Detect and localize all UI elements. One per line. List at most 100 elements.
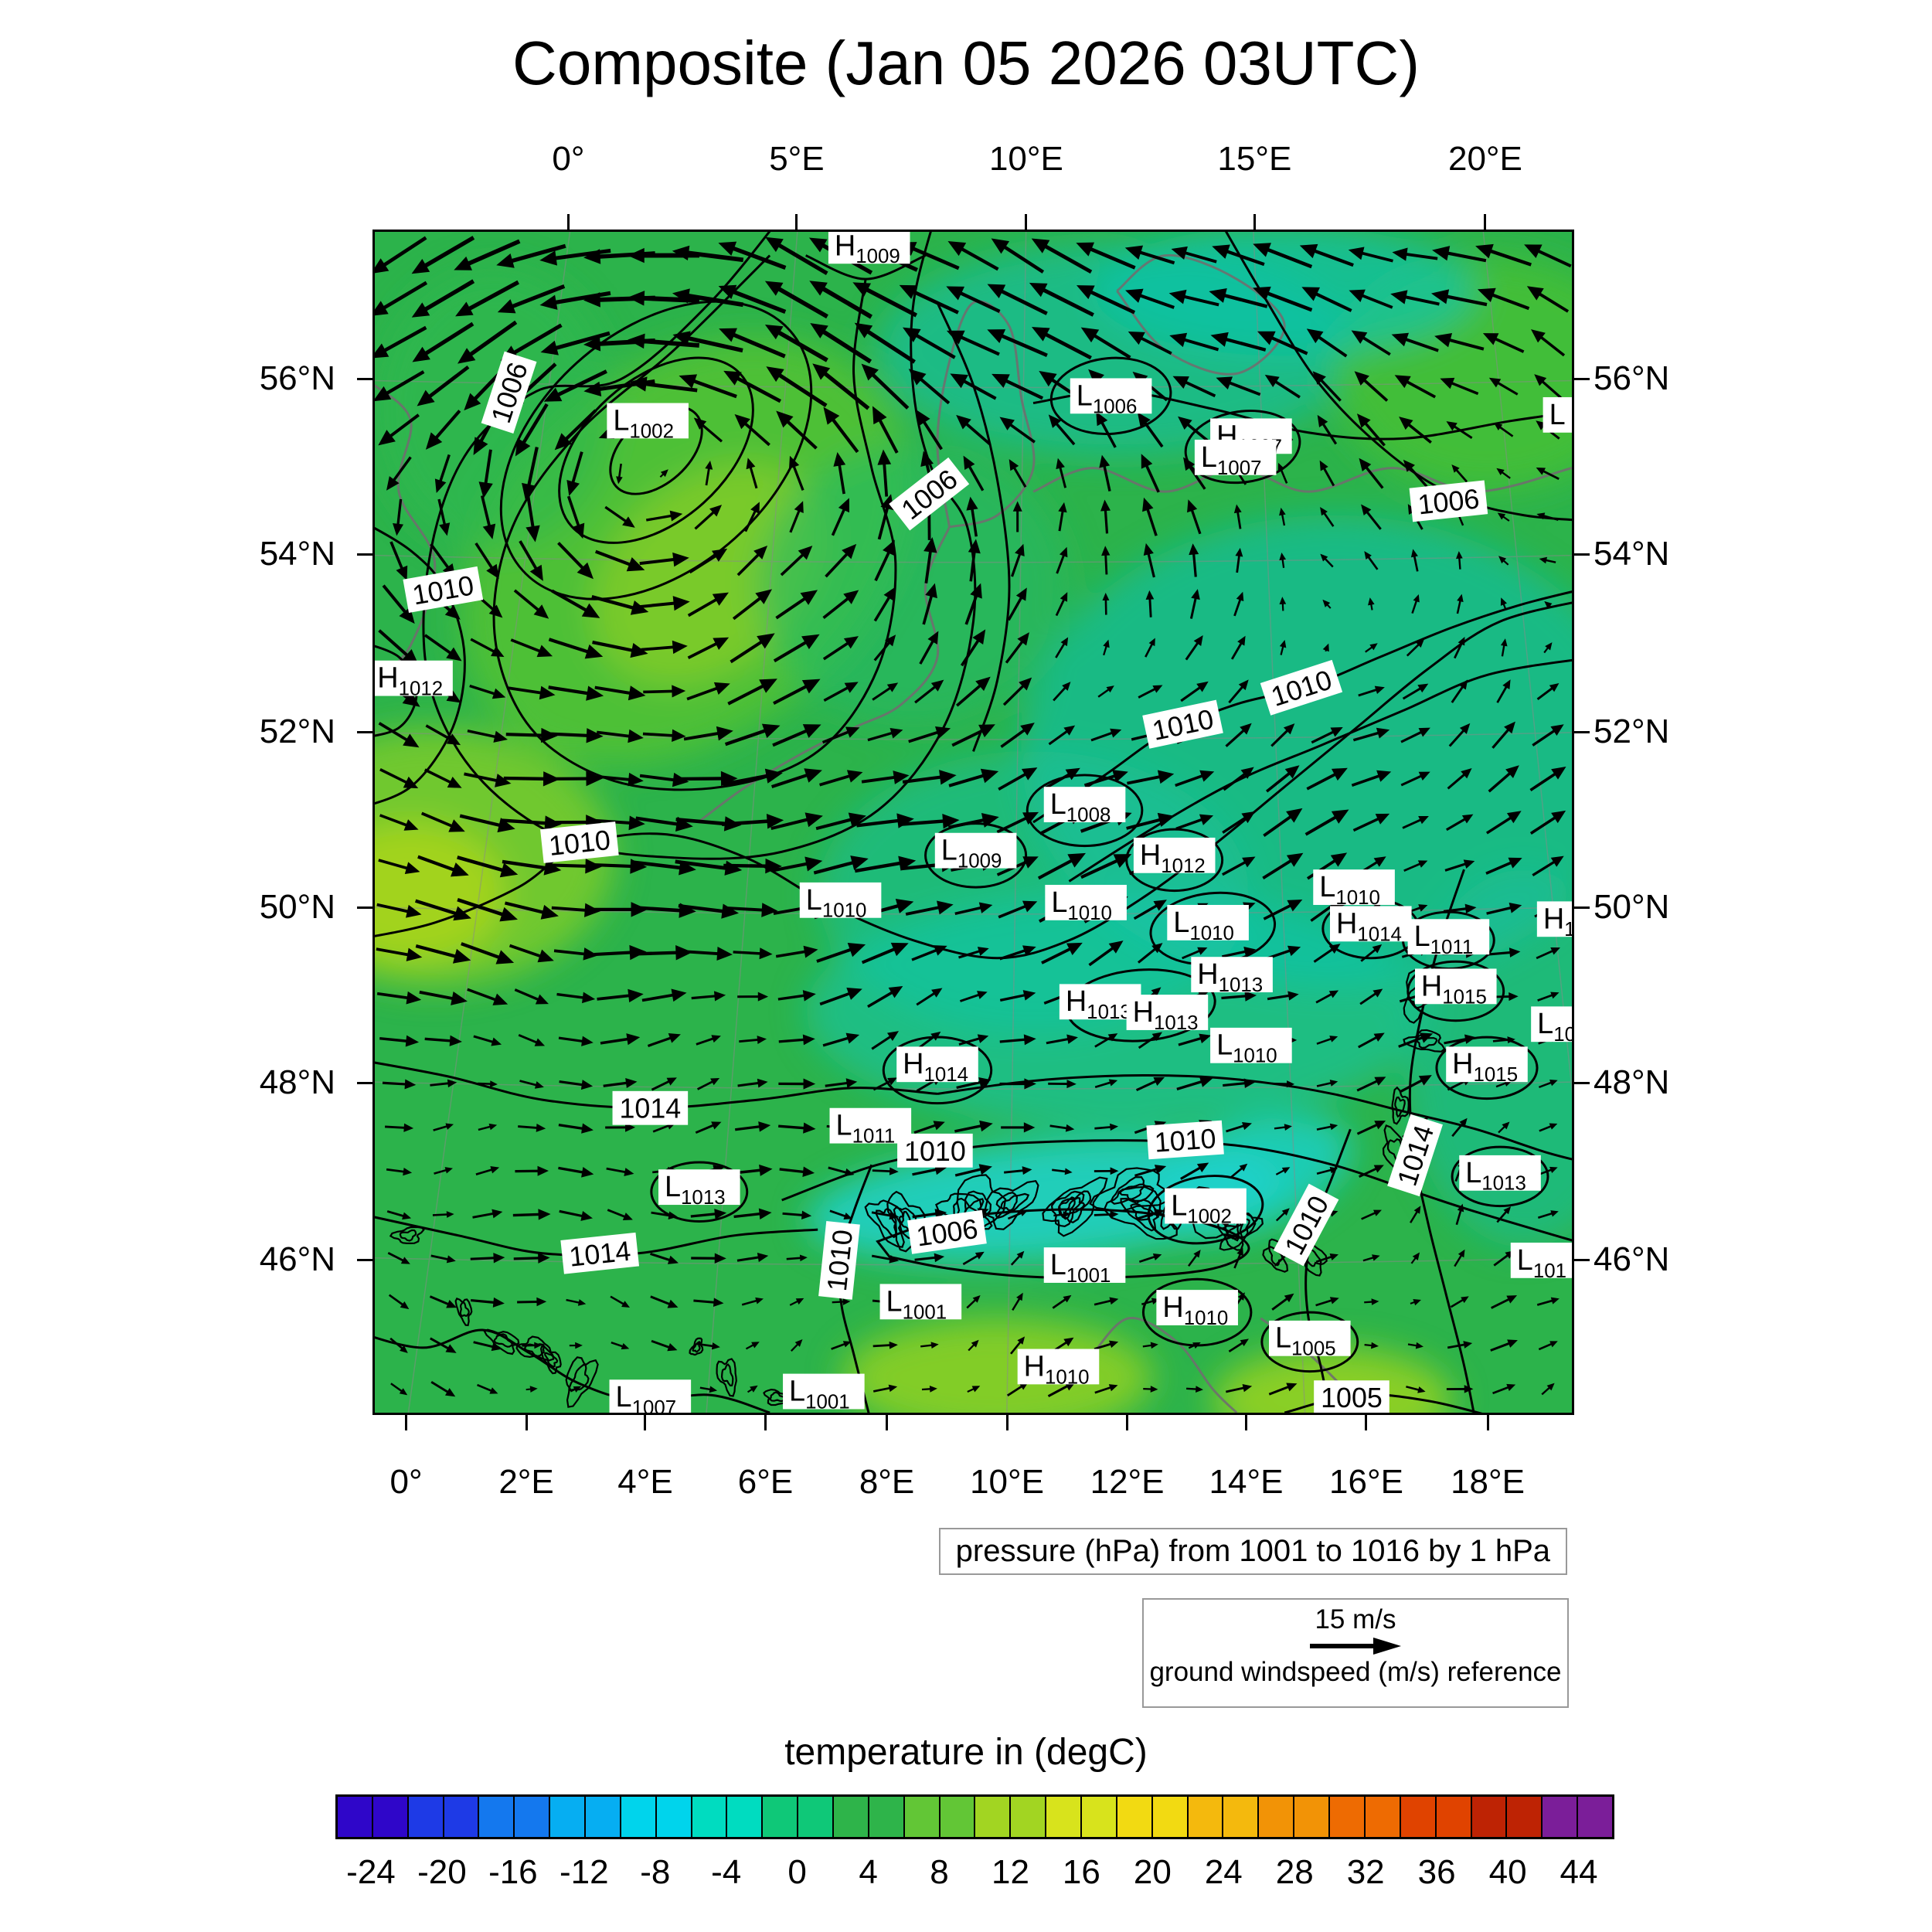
map-panel: 1006 1006 1006 1010 1010 1010 1010 1014 1010 1010… xyxy=(372,230,1574,1415)
pressure-center-label: H1010 xyxy=(1017,1349,1100,1388)
colorbar-cell xyxy=(834,1797,869,1837)
svg-text:L1007: L1007 xyxy=(616,1381,677,1413)
axis-tick xyxy=(1574,553,1590,556)
pressure-center-label: L1007 xyxy=(1194,439,1277,479)
axis-label-left: 48°N xyxy=(259,1063,335,1102)
svg-text:L1005: L1005 xyxy=(1275,1322,1336,1360)
pressure-center-label: H1009 xyxy=(828,232,910,267)
svg-text:H1013: H1013 xyxy=(1133,996,1199,1034)
colorbar-cell xyxy=(1259,1797,1295,1837)
colorbar-cell xyxy=(1152,1797,1189,1837)
colorbar-tick-label: -8 xyxy=(640,1853,671,1891)
axis-label-bottom: 0° xyxy=(389,1463,423,1501)
colorbar-tick-label: 0 xyxy=(787,1853,807,1891)
axis-tick xyxy=(795,214,798,230)
colorbar-tick-label: 44 xyxy=(1560,1853,1598,1891)
axis-label-bottom: 6°E xyxy=(737,1463,794,1501)
svg-text:L1013: L1013 xyxy=(665,1171,726,1209)
svg-text:L10: L10 xyxy=(1537,1008,1572,1046)
axis-label-right: 56°N xyxy=(1594,359,1670,398)
colorbar-cell xyxy=(1578,1797,1612,1837)
colorbar-tick-label: 16 xyxy=(1062,1853,1100,1891)
axis-tick xyxy=(1574,730,1590,733)
pressure-center-label: L1011 xyxy=(1407,919,1490,958)
colorbar-tick-label: 36 xyxy=(1417,1853,1456,1891)
svg-text:H1014: H1014 xyxy=(903,1048,968,1086)
colorbar-cell xyxy=(338,1797,373,1837)
axis-tick xyxy=(357,1258,372,1261)
svg-text:1010: 1010 xyxy=(547,825,611,862)
pressure-center-label: L101 xyxy=(1510,1242,1572,1282)
axis-label-left: 54°N xyxy=(259,535,335,573)
contour-label: 1010 xyxy=(818,1221,860,1300)
colorbar-tick-label: 8 xyxy=(930,1853,949,1891)
axis-label-right: 50°N xyxy=(1594,888,1670,927)
colorbar-cell xyxy=(798,1797,835,1837)
svg-text:1010: 1010 xyxy=(904,1136,966,1167)
colorbar-cell xyxy=(1117,1797,1153,1837)
axis-label-right: 48°N xyxy=(1594,1063,1670,1102)
colorbar-cell xyxy=(444,1797,480,1837)
axis-tick xyxy=(357,730,372,733)
axis-tick xyxy=(1365,1415,1368,1430)
colorbar-cell xyxy=(1223,1797,1260,1837)
colorbar-cell xyxy=(1011,1797,1047,1837)
svg-text:1006: 1006 xyxy=(1417,483,1481,520)
svg-text:L1010: L1010 xyxy=(806,884,867,922)
svg-text:H1015: H1015 xyxy=(1452,1048,1518,1086)
pressure-center-label: L1011 xyxy=(829,1107,912,1148)
pressure-center-label: L1007 xyxy=(609,1379,692,1413)
svg-text:H1012: H1012 xyxy=(1140,839,1206,877)
svg-text:L1001: L1001 xyxy=(789,1375,850,1413)
colorbar-cell xyxy=(1400,1797,1437,1837)
colorbar-tick-label: 24 xyxy=(1204,1853,1243,1891)
axis-label-left: 50°N xyxy=(259,888,335,927)
contour-label: 1010 xyxy=(540,821,619,863)
wind-speed-label: 15 m/s xyxy=(1315,1604,1396,1634)
colorbar-tick-label: -20 xyxy=(417,1853,467,1891)
pressure-center-label: H1015 xyxy=(1414,968,1497,1008)
colorbar-cell xyxy=(550,1797,587,1837)
svg-text:L1001: L1001 xyxy=(886,1285,947,1323)
pressure-center-label: L1002 xyxy=(607,403,689,442)
axis-label-right: 52°N xyxy=(1594,713,1670,751)
pressure-center-label: L1010 xyxy=(799,882,882,922)
axis-tick xyxy=(886,1415,889,1430)
svg-text:1014: 1014 xyxy=(619,1094,681,1124)
svg-text:L1008: L1008 xyxy=(1050,788,1111,826)
axis-tick xyxy=(1025,214,1028,230)
colorbar-cell xyxy=(869,1797,905,1837)
svg-text:L1010: L1010 xyxy=(1319,871,1380,909)
colorbar-tick-label: 4 xyxy=(859,1853,878,1891)
pressure-center-label: H1013 xyxy=(1191,957,1273,996)
wind-reference-arrow-icon xyxy=(1310,1638,1401,1655)
pressure-center-label: L1010 xyxy=(1167,904,1249,944)
pressure-center-label: L1005 xyxy=(1268,1320,1351,1360)
pressure-center-label: L xyxy=(1543,396,1572,433)
colorbar-tick-label: -24 xyxy=(346,1853,396,1891)
pressure-center-label: L1010 xyxy=(1313,869,1395,909)
pressure-center-label: L1008 xyxy=(1043,787,1126,826)
pressure-caption-text: pressure (hPa) from 1001 to 1016 by 1 hP… xyxy=(955,1534,1550,1568)
svg-text:L1011: L1011 xyxy=(835,1110,895,1148)
axis-tick xyxy=(357,1081,372,1084)
colorbar-cell xyxy=(975,1797,1012,1837)
axis-label-bottom: 16°E xyxy=(1329,1463,1403,1501)
colorbar-tick-label: 40 xyxy=(1488,1853,1527,1891)
colorbar-cell xyxy=(1543,1797,1579,1837)
colorbar-tick-label: 32 xyxy=(1346,1853,1385,1891)
axis-tick xyxy=(357,553,372,556)
pressure-center-label: L1006 xyxy=(1070,378,1152,417)
colorbar-cell xyxy=(408,1797,444,1837)
pressure-center-label: H1 xyxy=(1536,901,1572,940)
pressure-center-label: L1009 xyxy=(934,832,1017,872)
wind-reference-box: 15 m/s ground windspeed (m/s) reference xyxy=(1142,1598,1569,1708)
svg-text:H1014: H1014 xyxy=(1336,907,1402,945)
pressure-center-label: L10 xyxy=(1531,1006,1572,1046)
colorbar-cell xyxy=(1471,1797,1508,1837)
axis-label-top: 10°E xyxy=(988,140,1063,178)
axis-label-top: 5°E xyxy=(769,140,825,178)
axis-tick xyxy=(1574,377,1590,380)
axis-tick xyxy=(1005,1415,1009,1430)
